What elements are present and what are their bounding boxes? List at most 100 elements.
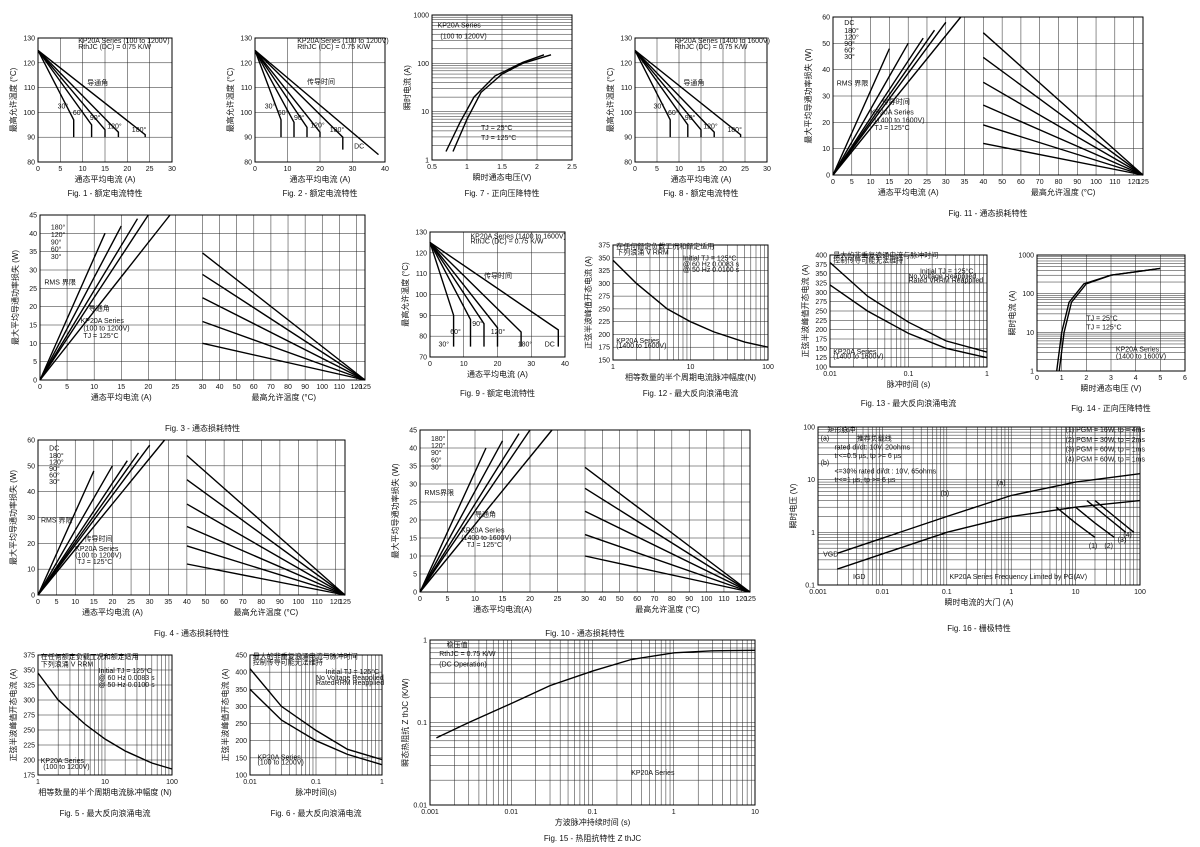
x-tick-label: 25 bbox=[172, 384, 180, 391]
y-tick-label: 125 bbox=[815, 355, 827, 362]
annotation: KP20A Series Frequency Limited by PG(AV) bbox=[949, 574, 1087, 581]
x-tick-label: 1 bbox=[985, 371, 989, 378]
x-tick-label: 1 bbox=[1009, 589, 1013, 596]
x2-tick-label: 100 bbox=[1090, 179, 1102, 186]
x-axis-label: 通态平均电流 (A) bbox=[290, 174, 351, 184]
series-line bbox=[37, 49, 93, 138]
y-tick-label: 10 bbox=[1026, 330, 1034, 337]
annotation: TJ = 125°C bbox=[77, 558, 112, 566]
series-line bbox=[832, 29, 936, 176]
y-axis-label: 最大平均导通功率损失 (W) bbox=[390, 463, 400, 558]
series-line bbox=[419, 429, 531, 593]
annotation: 60° bbox=[278, 109, 289, 117]
annotation: (b) bbox=[821, 460, 830, 467]
figure-caption: Fig. 12 - 最大反向浪涌电流 bbox=[643, 388, 739, 398]
x-tick-label: 0.1 bbox=[311, 779, 321, 786]
annotation: Initial TJ = 125°C bbox=[326, 668, 379, 676]
y-tick-label: 110 bbox=[416, 271, 427, 278]
x2-tick-label: 110 bbox=[1109, 179, 1120, 186]
series-line bbox=[832, 16, 962, 176]
y-tick-label: 90 bbox=[244, 135, 252, 142]
fig13-grid bbox=[829, 254, 988, 368]
y-tick-label: 80 bbox=[624, 160, 632, 167]
y-tick-label: 110 bbox=[621, 85, 632, 92]
y-tick-label: 35 bbox=[29, 249, 37, 256]
series-line bbox=[419, 429, 553, 593]
y-axis-label: 最大平均导通功率损失 (W) bbox=[8, 470, 18, 565]
y-tick-label: 130 bbox=[620, 36, 632, 43]
series-line bbox=[37, 50, 75, 138]
y-tick-label: 25 bbox=[409, 500, 417, 507]
annotation: 180° bbox=[727, 126, 742, 134]
y-tick-label: 100 bbox=[235, 773, 247, 780]
annotation: No Voltage Reapplied bbox=[909, 274, 977, 281]
x-tick-label: 30 bbox=[146, 599, 154, 606]
x-tick-label: 10 bbox=[79, 166, 87, 173]
figure-caption: Fig. 15 - 热阻抗特性 Z thJC bbox=[544, 833, 642, 843]
y-tick-label: 120 bbox=[620, 60, 632, 67]
annotation: 60° bbox=[51, 246, 62, 254]
fig13-chart: 0.01 0.1 1 100 125 150 175 200 225 250 275 300 325 35… bbox=[800, 251, 989, 408]
annotation: 30° bbox=[49, 478, 60, 486]
series-line bbox=[419, 433, 520, 593]
series-line bbox=[982, 32, 1144, 176]
annotation: TJ = 125°C bbox=[481, 134, 516, 142]
x-tick-label: 0.01 bbox=[876, 589, 890, 596]
series-line bbox=[254, 49, 321, 138]
annotation: 60° bbox=[844, 47, 855, 55]
x-axis-label: 相等数量的半个周期电流脉冲幅度 (N) bbox=[38, 787, 172, 797]
x-tick-label: 5 bbox=[850, 179, 854, 186]
annotation: @ 60 Hz 0.0083 s bbox=[683, 261, 740, 268]
annotation: 下列浪涌 V RRM bbox=[616, 248, 669, 257]
fig1-chart: 0 5 10 15 20 25 30 80 90 100 110 120 130 通态平均电流 (A) 最高… bbox=[8, 36, 176, 199]
y-tick-label: 0 bbox=[33, 378, 37, 385]
annotation: 在任何额定负载工况和额定适用 bbox=[41, 652, 139, 661]
y-tick-label: 35 bbox=[409, 464, 417, 471]
x-tick-label: 15 bbox=[101, 166, 109, 173]
x-tick-label: 1 bbox=[36, 779, 40, 786]
series-line bbox=[39, 214, 149, 381]
x2-tick-label: 125 bbox=[359, 384, 371, 391]
y-tick-label: 150 bbox=[815, 346, 827, 353]
figure-caption: Fig. 13 - 最大反向浪涌电流 bbox=[861, 398, 957, 408]
series-line bbox=[1086, 500, 1127, 533]
y-tick-label: 1 bbox=[425, 158, 429, 165]
y-tick-label: 130 bbox=[415, 230, 427, 237]
annotation: RthJC (DC) = 0.75 K/W bbox=[675, 44, 748, 51]
series-line bbox=[186, 525, 346, 596]
y-tick-label: 450 bbox=[235, 653, 247, 660]
annotation: RthJC (DC) = 0.75 K/W bbox=[471, 238, 544, 245]
annotation: RthJC (DC) = 0.75 K/W bbox=[297, 44, 370, 51]
x-tick-label: 100 bbox=[762, 364, 774, 371]
x-tick-label: 0 bbox=[1035, 375, 1039, 382]
annotation: 30° bbox=[653, 103, 664, 111]
x-tick-label: 2.5 bbox=[567, 164, 577, 171]
series-line bbox=[37, 470, 95, 596]
x-tick-label: 1 bbox=[465, 164, 469, 171]
x-tick-label: 30 bbox=[942, 179, 950, 186]
series-line bbox=[832, 21, 947, 176]
annotation: 60° bbox=[73, 109, 84, 117]
annotation: TJ = 125°C bbox=[874, 124, 909, 132]
x-tick-label: 25 bbox=[127, 599, 135, 606]
y-axis-label: 瞬时电流 (A) bbox=[402, 65, 412, 110]
annotation: 90° bbox=[90, 114, 101, 122]
figure-caption: Fig. 16 - 栅极特性 bbox=[947, 623, 1011, 633]
y-tick-label: 225 bbox=[598, 319, 610, 326]
y-tick-label: 40 bbox=[27, 489, 35, 496]
y-tick-label: 110 bbox=[241, 85, 252, 92]
fig11-frame bbox=[832, 16, 1144, 176]
x-tick-label: 0 bbox=[38, 384, 42, 391]
annotation: 控制传导可能无法维持 bbox=[253, 658, 323, 667]
x-tick-label: 100 bbox=[166, 779, 178, 786]
x-tick-label: 30 bbox=[349, 166, 357, 173]
series-line bbox=[186, 563, 346, 596]
annotation: KP20A Series (1400 to 1600V) bbox=[471, 233, 566, 240]
x-tick-label: 10 bbox=[471, 596, 479, 603]
series-line bbox=[202, 273, 366, 381]
y-tick-label: 50 bbox=[822, 41, 830, 48]
annotation: DC bbox=[844, 20, 854, 27]
